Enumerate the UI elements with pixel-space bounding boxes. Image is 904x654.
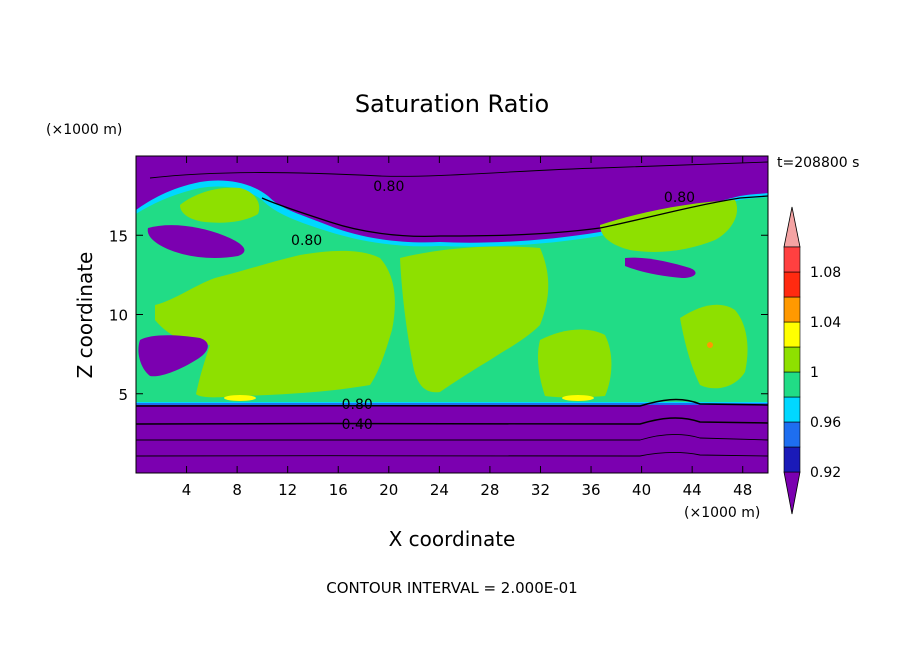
- x-unit-label: (×1000 m): [684, 505, 760, 521]
- x-tick-label: 12: [278, 481, 297, 499]
- field-max-dot: [707, 342, 713, 348]
- contour-line-lower-thin-1: [136, 433, 768, 441]
- x-tick-label: 16: [329, 481, 348, 499]
- y-axis-label: Z coordinate: [73, 252, 97, 379]
- field-max-right: [562, 395, 594, 401]
- contour-lines: [136, 161, 768, 457]
- x-tick-label: 28: [480, 481, 499, 499]
- colorbar-tick-label: 1.04: [810, 315, 841, 331]
- saturation-field: [136, 156, 768, 473]
- contour-line-lower-thin-2: [136, 452, 768, 457]
- colorbar-swatch: [783, 371, 801, 398]
- contour-label: 0.80: [373, 179, 404, 195]
- colorbar-swatch: [783, 271, 801, 298]
- field-dry-pocket-right: [625, 257, 696, 278]
- contour-label: 0.80: [342, 397, 373, 413]
- x-tick-label: 24: [430, 481, 449, 499]
- colorbar: 0.92 0.96 1 1.04 1.08: [783, 206, 841, 515]
- y-axis-ticks: 5 10 15: [109, 227, 768, 404]
- x-tick-label: 32: [531, 481, 550, 499]
- contour-label: 0.80: [291, 233, 322, 249]
- x-tick-label: 4: [182, 481, 192, 499]
- y-tick-label: 15: [109, 227, 128, 245]
- contour-interval-footer: CONTOUR INTERVAL = 2.000E-01: [326, 579, 577, 597]
- x-axis-ticks: 4 8 12 16 20 24 28 32 36 40 44 48: [182, 156, 752, 499]
- field-region-cloud-upper-right: [600, 200, 738, 252]
- field-region-cloud-right: [537, 329, 612, 398]
- y-tick-label: 5: [118, 386, 128, 404]
- colorbar-swatch: [783, 321, 801, 348]
- contour-line-upper-080: [261, 195, 768, 238]
- field-region-cloud-left: [155, 250, 395, 398]
- x-tick-label: 48: [733, 481, 752, 499]
- field-max-left: [224, 395, 256, 401]
- colorbar-swatch: [783, 346, 801, 373]
- colorbar-underflow-triangle: [783, 471, 801, 515]
- field-region-cloud-far-right: [680, 304, 748, 389]
- field-region-cloud-top-left: [180, 187, 260, 223]
- x-tick-label: 36: [581, 481, 600, 499]
- colorbar-swatch: [783, 421, 801, 448]
- contour-label: 0.80: [664, 190, 695, 206]
- colorbar-overflow-triangle: [783, 206, 801, 248]
- colorbar-tick-label: 1: [810, 365, 819, 381]
- contour-line-lower-040: [136, 417, 768, 425]
- x-tick-label: 20: [379, 481, 398, 499]
- field-dry-pocket-midleft: [138, 335, 208, 377]
- colorbar-tick-label: 0.96: [810, 415, 841, 431]
- x-tick-label: 44: [683, 481, 702, 499]
- colorbar-swatch: [783, 296, 801, 323]
- field-dry-pocket-left: [147, 225, 245, 258]
- y-tick-label: 10: [109, 307, 128, 325]
- contour-line-upper-thin: [149, 161, 768, 179]
- x-tick-label: 8: [232, 481, 242, 499]
- field-lower-layer: [136, 404, 768, 473]
- y-unit-label: (×1000 m): [46, 122, 122, 138]
- colorbar-swatch: [783, 446, 801, 473]
- contour-labels: 0.80 0.80 0.80 0.80 0.40: [291, 179, 695, 433]
- contour-label: 0.40: [342, 417, 373, 433]
- chart-title: Saturation Ratio: [355, 90, 549, 118]
- field-region-cloud-center: [400, 246, 549, 393]
- colorbar-swatch: [783, 396, 801, 423]
- x-axis-label: X coordinate: [389, 527, 516, 551]
- contour-line-lower-080: [136, 398, 768, 407]
- x-tick-label: 40: [632, 481, 651, 499]
- time-label: t=208800 s: [777, 155, 859, 171]
- colorbar-tick-label: 1.08: [810, 265, 841, 281]
- colorbar-swatch: [783, 246, 801, 273]
- colorbar-tick-label: 0.92: [810, 465, 841, 481]
